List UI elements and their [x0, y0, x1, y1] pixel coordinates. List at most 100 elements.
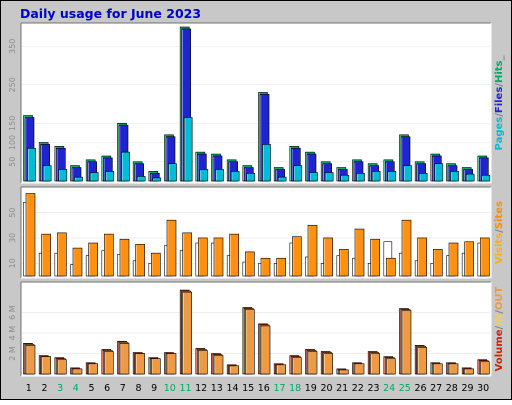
- pages-bar: [434, 163, 444, 182]
- visits-bar: [417, 237, 427, 277]
- x-tick-label: 14: [226, 383, 238, 394]
- pages-bar: [58, 169, 68, 182]
- out-bar: [198, 350, 208, 375]
- visits-bar: [480, 237, 490, 277]
- pages-bar: [465, 173, 475, 182]
- x-tick-label: 23: [367, 383, 379, 394]
- x-tick-label: 10: [164, 383, 176, 394]
- out-bar: [260, 325, 271, 375]
- pages-bar: [246, 173, 256, 182]
- out-bar: [480, 361, 490, 375]
- visits-bar: [354, 228, 365, 277]
- x-tick-label: 11: [179, 383, 191, 394]
- y-tick-label: 4 M: [8, 326, 17, 341]
- x-tick-label: 20: [320, 383, 332, 394]
- pages-bar: [121, 151, 130, 182]
- visits-bar: [182, 232, 192, 277]
- y-tick-label: 10: [8, 258, 17, 268]
- visits-bar: [229, 233, 239, 277]
- out-bar: [166, 353, 177, 375]
- legend-pages-files-hits: Pages/Files/Hits_: [494, 56, 505, 151]
- x-tick-label: 15: [242, 383, 254, 394]
- x-tick-label: 17: [273, 383, 285, 394]
- pages-bar: [183, 117, 193, 182]
- x-tick-label: 30: [477, 383, 489, 394]
- visits-bar: [292, 236, 302, 277]
- legend-entry: IN: [494, 314, 505, 326]
- panel-visits-sites: 10 30 50: [8, 186, 492, 279]
- pages-bar: [199, 169, 209, 182]
- out-bar: [151, 358, 161, 375]
- pages-bar: [168, 163, 177, 182]
- x-tick-label: 5: [88, 383, 94, 394]
- legend-volume: Volume/IN/OUT: [494, 286, 505, 371]
- y-tick-label: 350: [8, 39, 17, 54]
- out-bar: [41, 356, 51, 375]
- y-tick-label: 6 M: [8, 305, 17, 320]
- x-tick-label: 9: [151, 383, 157, 394]
- visits-bar: [41, 233, 51, 277]
- out-bar: [417, 347, 427, 375]
- out-bar: [276, 364, 286, 375]
- out-bar: [323, 353, 333, 375]
- x-tick-label: 8: [135, 383, 141, 394]
- pages-bar: [89, 172, 99, 182]
- visits-bar: [370, 238, 380, 277]
- out-bar: [25, 345, 36, 375]
- y-tick-label: 100: [8, 135, 17, 150]
- legend-entry: Pages: [494, 117, 505, 151]
- pages-bar: [277, 176, 287, 182]
- out-bar: [57, 359, 67, 375]
- pages-bar: [105, 171, 115, 182]
- out-bar: [292, 357, 302, 375]
- x-tick-label: 16: [258, 383, 270, 394]
- out-bar: [307, 351, 318, 375]
- panel-volume-bg: [21, 282, 491, 376]
- legend-entry: Visits: [494, 233, 505, 264]
- visits-bar: [464, 241, 474, 277]
- visits-bar: [151, 252, 161, 277]
- x-tick-label: 22: [352, 383, 364, 394]
- visits-bar: [104, 233, 114, 277]
- legend-entry: /: [494, 229, 505, 233]
- pages-bar: [371, 171, 381, 182]
- visits-bar: [135, 243, 145, 277]
- visits-bar: [198, 237, 208, 277]
- visits-bar: [448, 242, 459, 277]
- x-tick-label: 7: [120, 383, 126, 394]
- x-tick-label: 1: [26, 383, 32, 394]
- out-bar: [370, 353, 380, 375]
- out-bar: [182, 291, 192, 375]
- legend-visits-sites: Visits/Sites: [494, 201, 505, 264]
- pages-bar: [356, 173, 365, 182]
- pages-bar: [230, 171, 240, 182]
- y-tick-label: 150: [8, 116, 17, 131]
- out-bar: [119, 343, 130, 375]
- x-tick-label: 18: [289, 383, 301, 394]
- y-tick-label: 50: [8, 157, 17, 167]
- visits-bar: [307, 224, 318, 277]
- y-tick-label: 50: [8, 208, 17, 218]
- out-bar: [72, 368, 83, 375]
- visits-bar: [276, 257, 286, 277]
- pages-bar: [324, 172, 334, 182]
- legend-entry: _: [494, 56, 505, 61]
- legend-entry: /: [494, 326, 505, 330]
- out-bar: [401, 310, 412, 375]
- x-tick-label: 27: [430, 383, 442, 394]
- x-tick-label: 29: [461, 383, 473, 394]
- pages-bar: [215, 169, 224, 182]
- x-tick-label: 3: [57, 383, 63, 394]
- out-bar: [433, 363, 443, 375]
- visits-bar: [119, 238, 130, 277]
- visits-bar: [72, 247, 83, 277]
- pages-bar: [403, 165, 412, 182]
- pages-bar: [42, 165, 52, 182]
- visits-bar: [323, 237, 333, 277]
- visits-bar: [401, 219, 412, 277]
- out-bar: [386, 358, 396, 375]
- legend-entry: Volume: [494, 329, 505, 371]
- out-bar: [229, 365, 239, 375]
- legend-entry: OUT: [494, 286, 505, 310]
